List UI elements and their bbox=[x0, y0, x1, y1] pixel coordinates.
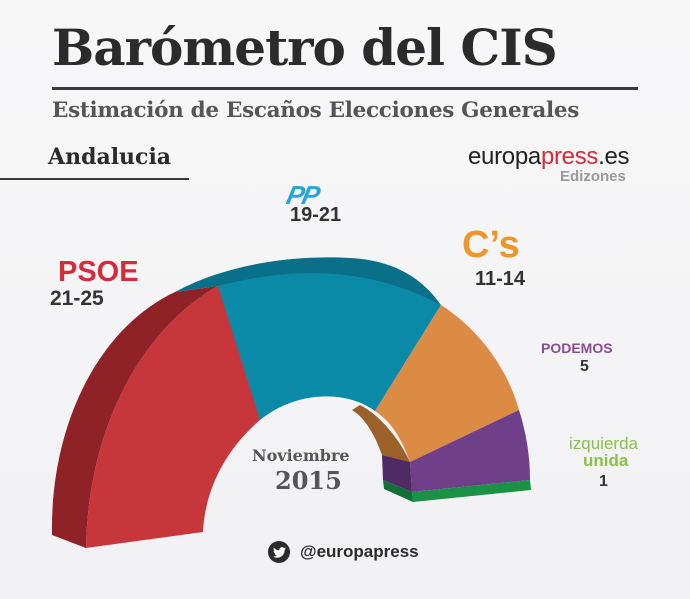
twitter-icon bbox=[268, 541, 290, 563]
cs-seats: 11-14 bbox=[475, 268, 526, 290]
iu-depth bbox=[383, 480, 413, 502]
brand-prefix: europa bbox=[468, 143, 541, 170]
brand-accent: press bbox=[540, 143, 599, 170]
psoe-depth bbox=[51, 286, 219, 548]
iu-label-line2: unida bbox=[583, 451, 629, 470]
date-year: 2015 bbox=[275, 466, 342, 495]
twitter-credit: @europapress bbox=[268, 541, 419, 563]
podemos-seats: 5 bbox=[580, 358, 589, 375]
iu-segment bbox=[412, 480, 531, 502]
psoe-seats: 21-25 bbox=[50, 287, 104, 310]
page-title: Barómetro del CIS bbox=[52, 18, 558, 77]
psoe-label: PSOE bbox=[58, 256, 139, 288]
podemos-depth bbox=[382, 455, 412, 492]
pp-seats: 19-21 bbox=[290, 204, 342, 226]
brand-subtitle: Edizones bbox=[560, 168, 626, 185]
podemos-label: PODEMOS bbox=[541, 340, 613, 356]
cs-segment bbox=[375, 305, 519, 462]
date-month: Noviembre bbox=[252, 446, 350, 465]
iu-seats: 1 bbox=[599, 473, 608, 490]
page-subtitle: Estimación de Escaños Elecciones General… bbox=[52, 98, 580, 123]
brand-logo: europapress.es bbox=[468, 143, 630, 171]
podemos-segment bbox=[410, 410, 530, 492]
region-label: Andalucia bbox=[48, 144, 172, 170]
psoe-segment bbox=[86, 286, 275, 548]
region-divider bbox=[0, 178, 189, 180]
title-divider bbox=[52, 87, 638, 90]
pp-segment bbox=[218, 273, 441, 420]
iu-label-line1: izquierda bbox=[569, 434, 638, 453]
brand-suffix: .es bbox=[598, 143, 630, 170]
twitter-handle: @europapress bbox=[300, 542, 419, 561]
cs-depth bbox=[352, 405, 410, 462]
cs-label: C’s bbox=[462, 224, 520, 266]
